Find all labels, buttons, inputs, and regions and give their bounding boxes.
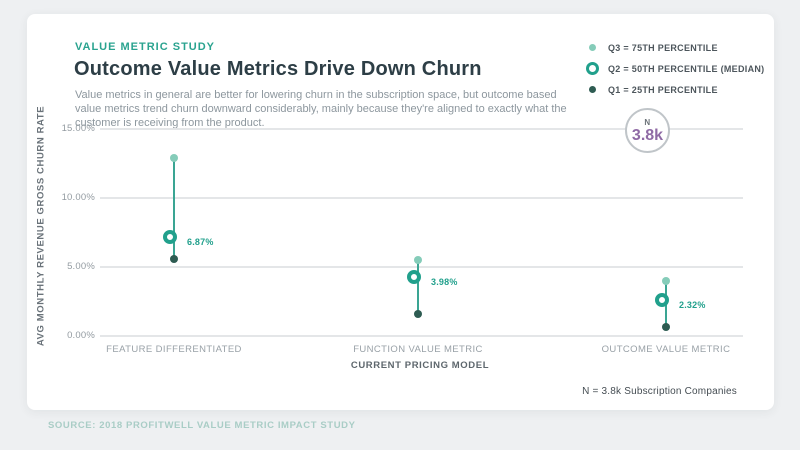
median-value-label: 3.98% (431, 277, 458, 288)
median-point (163, 230, 177, 245)
sample-size-badge-value: 3.8k (631, 127, 664, 144)
y-tick-label: 0.00% (67, 330, 95, 341)
median-point (655, 292, 669, 307)
q3-point (170, 153, 178, 162)
q1-point (662, 323, 670, 332)
q2-ring-icon (585, 62, 599, 75)
y-tick-label: 15.00% (61, 123, 95, 134)
sample-size-badge-label: N (644, 118, 651, 127)
q1-point (414, 309, 422, 318)
q3-dot-icon (585, 44, 599, 51)
percentile-range-line (173, 157, 175, 260)
legend-item-q3: Q3 = 75TH PERCENTILE (585, 41, 764, 54)
legend: Q3 = 75TH PERCENTILE Q2 = 50TH PERCENTIL… (585, 41, 764, 96)
q1-dot-icon (585, 86, 599, 93)
gridline-10 (100, 197, 743, 199)
median-value-label: 6.87% (187, 237, 214, 248)
x-category-label: FUNCTION VALUE METRIC (353, 344, 483, 355)
legend-label-q1: Q1 = 25TH PERCENTILE (608, 84, 718, 95)
median-point (407, 270, 421, 285)
gridline-5 (100, 266, 743, 268)
legend-label-q3: Q3 = 75TH PERCENTILE (608, 42, 718, 53)
page-title: Outcome Value Metrics Drive Down Churn (74, 58, 482, 80)
x-axis-title: CURRENT PRICING MODEL (350, 360, 490, 371)
percentile-range-line (417, 260, 419, 314)
chart-description: Value metrics in general are better for … (75, 89, 567, 129)
median-value-label: 2.32% (679, 299, 706, 310)
gridline-0 (100, 335, 743, 337)
legend-item-q2: Q2 = 50TH PERCENTILE (MEDIAN) (585, 62, 764, 75)
q3-point (414, 256, 422, 265)
x-category-label: OUTCOME VALUE METRIC (601, 344, 731, 355)
x-category-label: FEATURE DIFFERENTIATED (106, 344, 242, 355)
chart-plot: AVG MONTHLY REVENUE GROSS CHURN RATE CUR… (27, 14, 774, 410)
eyebrow-label: VALUE METRIC STUDY (75, 41, 216, 53)
source-attribution: SOURCE: 2018 PROFITWELL VALUE METRIC IMP… (48, 420, 356, 431)
sample-size-footnote: N = 3.8k Subscription Companies (582, 386, 737, 397)
y-axis-title: AVG MONTHLY REVENUE GROSS CHURN RATE (35, 105, 47, 347)
legend-label-q2: Q2 = 50TH PERCENTILE (MEDIAN) (608, 63, 765, 74)
y-tick-label: 5.00% (67, 261, 95, 272)
chart-card: VALUE METRIC STUDY Outcome Value Metrics… (27, 14, 774, 410)
q1-point (170, 255, 178, 264)
y-tick-label: 10.00% (61, 192, 95, 203)
sample-size-badge: N 3.8k (625, 108, 670, 153)
q3-point (662, 276, 670, 285)
gridline-15 (100, 128, 743, 130)
legend-item-q1: Q1 = 25TH PERCENTILE (585, 83, 764, 96)
